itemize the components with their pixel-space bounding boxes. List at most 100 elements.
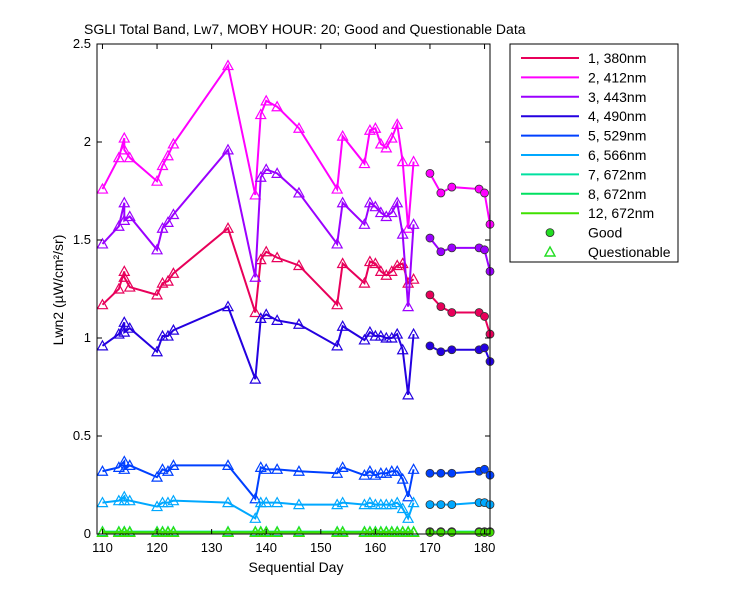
questionable-marker — [271, 167, 284, 178]
questionable-marker — [156, 463, 169, 474]
y-tick-label: 2 — [84, 134, 91, 149]
legend-label: 4, 490nm — [588, 108, 646, 124]
questionable-marker — [123, 280, 136, 292]
questionable-marker — [331, 298, 344, 310]
series-line-questionable — [102, 458, 415, 502]
questionable-marker — [391, 465, 404, 476]
questionable-marker — [331, 467, 344, 478]
questionable-marker — [249, 271, 262, 282]
good-marker — [436, 247, 446, 257]
series-5 — [96, 455, 495, 504]
questionable-marker — [254, 108, 267, 120]
questionable-marker — [407, 526, 420, 538]
x-tick-label: 140 — [255, 540, 277, 555]
questionable-marker — [407, 327, 420, 339]
questionable-marker — [161, 149, 174, 161]
plot-frame — [96, 43, 491, 535]
questionable-marker — [369, 122, 382, 133]
questionable-marker — [221, 59, 235, 71]
questionable-marker — [374, 329, 387, 341]
questionable-marker — [292, 186, 305, 198]
legend-label: 3, 443nm — [588, 89, 646, 105]
questionable-marker — [161, 274, 174, 286]
x-axis-label: Sequential Day — [249, 559, 344, 575]
questionable-marker — [358, 333, 371, 345]
legend-label: 5, 529nm — [588, 128, 646, 144]
good-marker — [447, 243, 457, 253]
questionable-marker — [118, 143, 131, 155]
questionable-marker — [336, 320, 349, 331]
questionable-marker — [363, 196, 376, 208]
good-marker — [425, 233, 435, 243]
good-marker — [436, 188, 446, 198]
good-marker — [447, 500, 457, 510]
questionable-marker — [292, 318, 305, 329]
questionable-marker — [407, 218, 420, 229]
questionable-marker — [249, 306, 262, 318]
questionable-marker — [151, 288, 164, 300]
y-tick-label: 2.5 — [73, 36, 91, 51]
good-marker — [425, 500, 435, 510]
questionable-marker — [118, 271, 131, 282]
questionable-marker — [161, 216, 174, 227]
questionable-marker — [271, 496, 284, 508]
x-tick-label: 130 — [201, 540, 223, 555]
questionable-marker — [391, 196, 404, 208]
questionable-marker — [331, 237, 344, 249]
questionable-marker — [249, 188, 262, 200]
legend-items: 1, 380nm 2, 412nm 3, 443nm 4, 490nm 5, 529nm… — [521, 50, 671, 260]
legend-item-1: 1, 380nm — [521, 50, 646, 66]
questionable-marker — [260, 463, 273, 474]
legend-label: 8, 672nm — [588, 186, 646, 202]
questionable-marker — [156, 222, 169, 233]
questionable-marker — [112, 151, 125, 163]
questionable-marker — [363, 496, 376, 508]
questionable-marker — [369, 257, 382, 269]
questionable-marker — [96, 465, 109, 476]
questionable-marker — [407, 272, 420, 284]
legend-label: Good — [588, 225, 622, 241]
questionable-marker — [396, 155, 409, 167]
questionable-marker — [385, 131, 398, 143]
questionable-marker — [260, 496, 273, 508]
questionable-marker — [123, 494, 136, 506]
questionable-marker — [167, 267, 180, 278]
legend-item-5: 5, 529nm — [521, 128, 646, 144]
questionable-marker — [391, 118, 404, 129]
series-line-questionable — [101, 226, 415, 313]
legend-label: Questionable — [588, 244, 671, 260]
legend-label: 7, 672nm — [588, 166, 646, 182]
good-marker — [480, 464, 489, 474]
y-axis-label: Lwn2 (µW/cm²/sr) — [50, 235, 66, 346]
questionable-marker — [407, 155, 420, 167]
questionable-marker — [402, 490, 415, 502]
plot-area — [97, 44, 490, 534]
good-marker — [447, 528, 457, 537]
good-marker — [436, 468, 446, 478]
good-marker — [447, 468, 457, 478]
questionable-marker — [396, 472, 409, 484]
good-marker — [436, 302, 446, 312]
questionable-marker — [402, 388, 415, 400]
good-marker — [480, 188, 489, 198]
legend-label: 6, 566nm — [588, 147, 646, 163]
questionable-marker — [380, 141, 393, 153]
x-tick-label: 110 — [92, 540, 113, 555]
good-marker — [425, 341, 435, 351]
questionable-marker — [271, 526, 284, 538]
legend-marker-item-1: Good — [545, 225, 622, 241]
legend-item-4: 4, 490nm — [521, 108, 646, 124]
questionable-marker — [167, 494, 180, 506]
series-line-questionable — [101, 305, 415, 395]
series-layer — [96, 59, 495, 538]
questionable-marker — [363, 255, 376, 267]
questionable-marker — [118, 196, 131, 208]
questionable-marker — [374, 206, 387, 218]
questionable-marker — [369, 200, 382, 212]
questionable-marker — [221, 300, 235, 312]
legend-box — [509, 43, 679, 263]
series-line-questionable — [101, 147, 415, 307]
questionable-marker — [123, 151, 136, 163]
